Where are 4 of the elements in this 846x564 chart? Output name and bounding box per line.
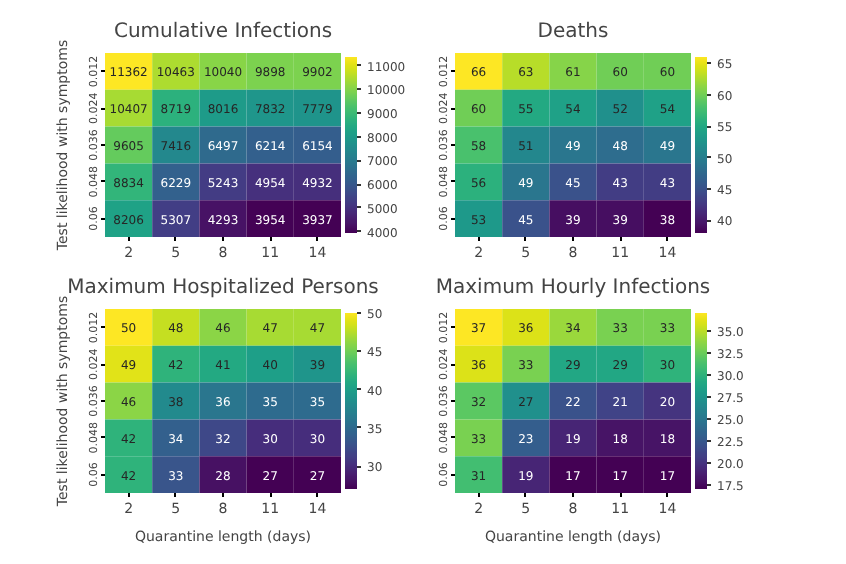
chart-title: Maximum Hourly Infections	[435, 277, 711, 299]
chart-title: Maximum Hospitalized Persons	[67, 277, 379, 299]
chart-title: Deaths	[537, 21, 609, 43]
chart-title: Cumulative Infections	[113, 21, 333, 43]
